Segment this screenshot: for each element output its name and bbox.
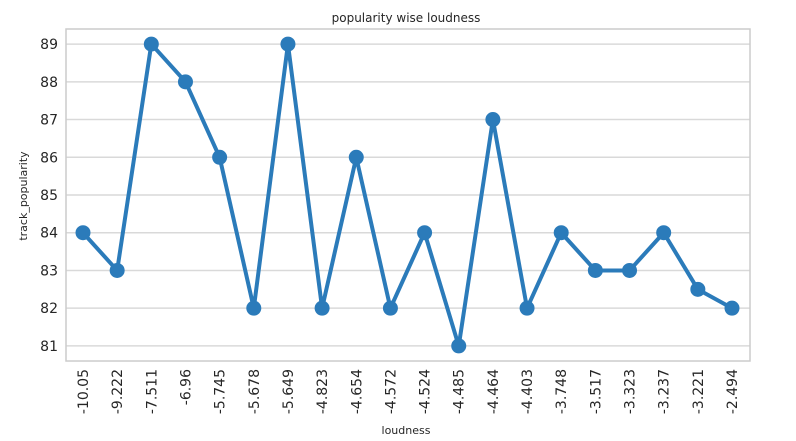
x-tick-label: -5.649 [281,369,297,414]
x-tick-label: -7.511 [144,369,160,414]
y-tick-label: 81 [40,339,58,355]
chart-title: popularity wise loudness [332,11,481,25]
x-tick-label: -4.572 [383,369,399,414]
y-tick-label: 83 [40,263,58,279]
x-tick-label: -4.485 [452,369,468,414]
x-axis-ticks: -10.05 -9.222 -7.511 -6.96 -5.745 -5.678 -5.64… [76,369,741,414]
x-tick-label: -4.654 [349,369,365,414]
data-point [656,225,672,241]
data-point [382,300,398,316]
data-point [177,74,193,90]
y-axis-label: track_popularity [17,151,30,241]
data-point [417,225,433,241]
y-tick-label: 89 [40,37,58,53]
x-tick-label: -3.323 [623,369,639,414]
x-tick-label: -5.678 [247,369,263,414]
y-tick-label: 88 [40,75,58,91]
x-tick-label: -2.494 [725,369,741,414]
x-tick-label: -3.221 [691,369,707,414]
y-axis-ticks: 81 82 83 84 85 86 87 88 89 [40,37,58,355]
y-tick-label: 82 [40,301,58,317]
x-tick-label: -3.237 [657,369,673,414]
data-point [348,149,364,165]
data-point [587,262,603,278]
x-tick-label: -4.403 [520,369,536,414]
x-axis-label: loudness [382,424,431,437]
grid-lines [66,43,750,347]
data-point [622,262,638,278]
data-point [143,36,159,52]
x-tick-label: -4.823 [315,369,331,414]
x-tick-label: -4.464 [486,369,502,414]
x-tick-label: -3.517 [588,369,604,414]
data-point [109,262,125,278]
x-tick-label: -3.748 [554,369,570,414]
data-point [75,225,91,241]
data-point [451,338,467,354]
x-tick-label: -6.96 [178,369,194,405]
data-point [280,36,296,52]
data-point [690,281,706,297]
data-point [246,300,262,316]
x-tick-label: -4.524 [418,369,434,414]
data-point [553,225,569,241]
x-tick-label: -5.745 [213,369,229,414]
y-tick-label: 84 [40,226,58,242]
y-tick-label: 86 [40,150,58,166]
x-tick-label: -9.222 [110,369,126,414]
data-point [724,300,740,316]
data-series [75,36,740,354]
y-tick-label: 87 [40,113,58,129]
plot-frame [65,28,751,362]
data-point [485,112,501,128]
y-tick-label: 85 [40,188,58,204]
x-tick-label: -10.05 [76,369,92,414]
data-point [519,300,535,316]
data-point [314,300,330,316]
data-point [212,149,228,165]
